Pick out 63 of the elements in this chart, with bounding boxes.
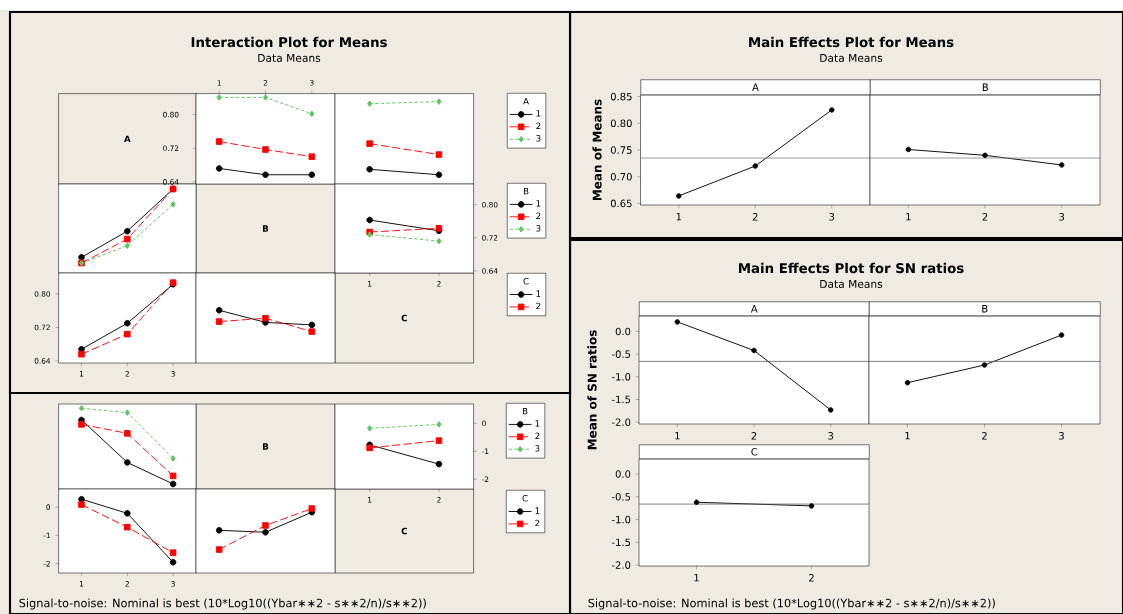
text: Data Means [258,54,321,62]
legend-title: B [523,187,529,195]
legend-label: 1 [535,507,540,514]
text: Data Means [820,54,883,62]
legend-title: C [522,494,528,502]
y-tick-label: -0.5 [611,493,631,501]
text: Data Means [820,280,883,288]
legend-label: 3 [535,445,540,452]
y-tick-label: -1.0 [611,373,631,381]
text: A [123,135,131,142]
y-tick-label: 0.85 [610,92,632,101]
legend-label: 3 [536,225,541,232]
y-tick-label: 0.0 [615,470,631,478]
y-tick-label: -2.0 [611,561,631,569]
y-axis-title: Mean of SN ratios [587,330,597,450]
legend-label: 2 [536,122,541,129]
chart-title: A [750,305,758,313]
text: C [401,314,407,322]
text: B [262,225,269,232]
text: Signal-to-noise: Nominal is best (10*Log10((Ybar∗∗2 - s∗∗2/n)/s∗∗2)) [19,598,426,610]
x-tick-label: 2 [982,213,988,221]
y-tick-label: 0.80 [610,119,632,128]
x-tick-label: 3 [828,432,834,440]
y-tick-label: -0.5 [611,350,631,358]
y-axis-title: Mean of Means [592,99,602,201]
legend-label: 1 [535,420,540,427]
y-tick-label: -1.5 [611,538,631,547]
legend-label: 1 [536,110,541,117]
text: Interaction Plot for Means [191,36,387,48]
x-tick-label: 1 [905,432,910,440]
x-tick-label: 3 [1059,213,1065,221]
y-tick-label: 0.0 [615,327,631,336]
text: B [262,443,269,450]
x-tick-label: 2 [982,432,987,440]
legend-title: A [523,97,529,105]
legend-label: 1 [536,290,541,297]
text: Main Effects Plot for SN ratios [739,262,964,274]
chart-title: B [982,305,988,313]
y-tick-label: 0.75 [610,146,632,154]
text: Main Effects Plot for Means [749,36,954,48]
x-tick-label: 1 [676,213,682,221]
chart-title: A [752,83,759,91]
x-tick-label: 1 [675,432,680,440]
chart-title: B [982,83,988,91]
chart-title: C [751,447,758,456]
y-tick-label: -1.0 [611,515,631,524]
y-tick-label: 0.70 [610,172,632,181]
y-tick-label: -2.0 [611,418,631,426]
legend-label: 1 [536,200,541,207]
legend-label: 2 [536,302,541,310]
x-tick-label: 3 [1059,432,1064,440]
legend-title: B [522,407,528,415]
legend-label: 2 [535,519,540,527]
x-tick-label: 2 [751,432,757,440]
x-tick-label: 1 [906,213,911,221]
y-tick-label: -1.5 [611,395,631,404]
x-tick-label: 3 [829,213,835,221]
text: C [401,527,407,535]
y-tick-label: 0.65 [610,199,632,208]
legend-label: 3 [536,135,541,142]
text: Signal-to-noise: Nominal is best (10*Log10((Ybar∗∗2 - s∗∗2/n)/s∗∗2)) [588,598,995,610]
legend-title: C [523,277,529,285]
x-tick-label: 2 [752,213,758,221]
